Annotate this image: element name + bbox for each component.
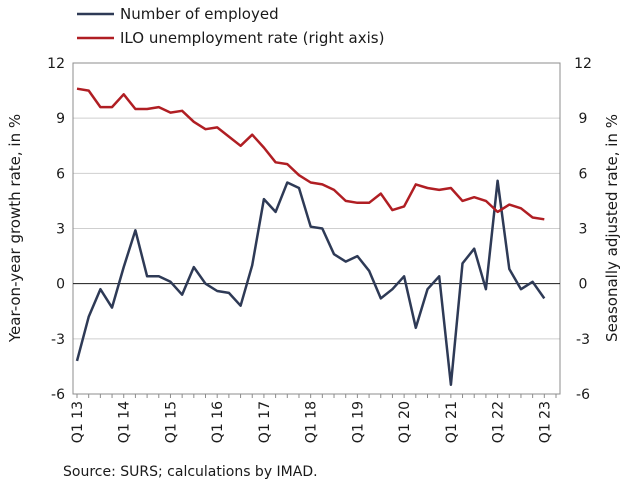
x-tick-label: Q1 19 (350, 401, 366, 443)
plot-frame (72, 62, 561, 395)
left-tick-label: -6 (51, 387, 65, 403)
left-axis-ticks: 12 9 6 3 0 -3 -6 (47, 56, 65, 403)
left-tick-label: 12 (47, 56, 65, 72)
left-tick-label: -3 (51, 332, 65, 348)
right-axis-title: Seasonally adjusted rate, in % (603, 114, 621, 342)
x-tick-label: Q1 14 (117, 401, 133, 443)
series-line-unemployment (76, 87, 545, 221)
x-tick-label: Q1 15 (163, 401, 179, 443)
series-line-employed (75, 179, 546, 387)
left-tick-label: 9 (56, 111, 65, 127)
source-note: Source: SURS; calculations by IMAD. (63, 464, 318, 480)
x-tick-label: Q1 23 (537, 401, 553, 443)
x-tick-label: Q1 21 (444, 401, 460, 443)
x-tick-label: Q1 17 (257, 401, 273, 443)
x-axis-ticks: Q1 13 Q1 14 Q1 15 Q1 16 Q1 17 Q1 18 Q1 19 Q1 20… (70, 394, 557, 443)
x-tick-label: Q1 22 (491, 401, 507, 443)
series-layer (75, 87, 546, 387)
x-tick-label: Q1 20 (397, 401, 413, 443)
right-tick-label: -6 (576, 387, 590, 403)
right-tick-label: 3 (579, 222, 588, 238)
x-tick-label: Q1 18 (304, 401, 320, 443)
left-tick-label: 0 (56, 277, 65, 293)
left-axis-title: Year-on-year growth rate, in % (6, 114, 24, 343)
right-tick-label: -3 (576, 332, 590, 348)
left-tick-label: 3 (56, 222, 65, 238)
right-tick-label: 9 (579, 111, 588, 127)
right-tick-label: 0 (579, 277, 588, 293)
right-axis-ticks: 12 9 6 3 0 -3 -6 (574, 56, 592, 403)
left-tick-label: 6 (56, 166, 65, 182)
legend-label-employed: Number of employed (120, 5, 279, 23)
x-tick-label: Q1 16 (210, 401, 226, 443)
right-tick-label: 12 (574, 56, 592, 72)
right-tick-label: 6 (579, 166, 588, 182)
legend: Number of employed ILO unemployment rate… (77, 5, 384, 47)
x-tick-label: Q1 13 (70, 401, 86, 443)
legend-label-unemployment: ILO unemployment rate (right axis) (120, 29, 384, 47)
